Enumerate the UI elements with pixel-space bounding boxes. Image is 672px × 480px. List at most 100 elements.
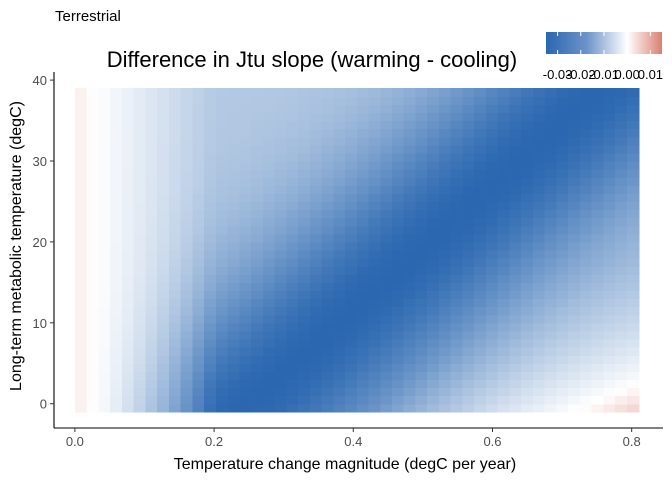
- heatmap-cell: [286, 96, 299, 105]
- heatmap-cell: [485, 185, 499, 194]
- heatmap-cell: [157, 395, 170, 405]
- heatmap-cell: [579, 339, 593, 348]
- heatmap-cell: [110, 363, 123, 372]
- heatmap-cell: [133, 403, 146, 413]
- heatmap-cell: [380, 330, 393, 340]
- heatmap-cell: [392, 112, 405, 122]
- heatmap-cell: [392, 298, 405, 308]
- heatmap-cell: [168, 355, 182, 364]
- heatmap-cell: [298, 266, 311, 275]
- heatmap-cell: [380, 314, 393, 324]
- heatmap-cell: [626, 379, 640, 389]
- heatmap-cell: [121, 185, 135, 194]
- heatmap-cell: [532, 96, 546, 105]
- heatmap-cell: [509, 233, 522, 243]
- heatmap-cell: [345, 339, 358, 348]
- heatmap-cell: [368, 379, 381, 389]
- heatmap-cell: [544, 306, 558, 316]
- heatmap-cell: [274, 387, 287, 397]
- heatmap-cell: [110, 322, 123, 332]
- heatmap-cell: [157, 258, 170, 267]
- heatmap-cell: [568, 266, 581, 275]
- heatmap-cell: [227, 322, 240, 332]
- heatmap-cell: [239, 379, 252, 389]
- heatmap-cell: [392, 128, 405, 138]
- heatmap-cell: [568, 306, 581, 316]
- heatmap-cell: [356, 290, 370, 300]
- heatmap-cell: [380, 185, 393, 194]
- heatmap-cell: [521, 185, 534, 194]
- heatmap-cell: [403, 193, 417, 203]
- heatmap-cell: [133, 355, 146, 364]
- heatmap-cell: [345, 88, 358, 97]
- heatmap-cell: [403, 88, 417, 97]
- heatmap-cell: [286, 225, 299, 235]
- heatmap-cell: [568, 169, 581, 178]
- heatmap-cell: [145, 379, 158, 389]
- heatmap-cell: [110, 241, 123, 251]
- heatmap-cell: [192, 177, 205, 186]
- heatmap-cell: [274, 306, 287, 316]
- heatmap-cell: [251, 379, 264, 389]
- heatmap-cell: [615, 290, 628, 300]
- heatmap-cell: [615, 201, 628, 211]
- heatmap-cell: [239, 136, 252, 146]
- heatmap-cell: [321, 314, 334, 324]
- heatmap-cell: [98, 185, 111, 194]
- heatmap-cell: [286, 355, 299, 364]
- heatmap-cell: [544, 104, 558, 114]
- heatmap-cell: [368, 290, 381, 300]
- heatmap-cell: [251, 339, 264, 348]
- heatmap-cell: [309, 395, 323, 405]
- heatmap-cell: [462, 403, 475, 413]
- heatmap-cell: [133, 298, 146, 308]
- heatmap-cell: [544, 201, 558, 211]
- heatmap-cell: [251, 104, 264, 114]
- heatmap-cell: [474, 282, 487, 292]
- heatmap-cell: [298, 88, 311, 97]
- heatmap-cell: [98, 241, 111, 251]
- heatmap-cell: [603, 152, 616, 162]
- heatmap-cell: [368, 322, 381, 332]
- heatmap-cell: [168, 306, 182, 316]
- heatmap-cell: [497, 193, 511, 203]
- heatmap-cell: [157, 314, 170, 324]
- heatmap-cell: [110, 209, 123, 219]
- heatmap-cell: [157, 120, 170, 130]
- heatmap-cell: [86, 120, 99, 130]
- heatmap-cell: [474, 112, 487, 122]
- heatmap-cell: [239, 112, 252, 122]
- heatmap-cell: [110, 314, 123, 324]
- heatmap-cell: [262, 355, 276, 364]
- heatmap-cell: [239, 233, 252, 243]
- heatmap-cell: [168, 120, 182, 130]
- heatmap-cell: [544, 144, 558, 154]
- heatmap-cell: [98, 177, 111, 186]
- heatmap-cell: [579, 209, 593, 219]
- heatmap-cell: [368, 144, 381, 154]
- x-tick-label: 0.4: [344, 434, 362, 449]
- heatmap-cell: [415, 314, 428, 324]
- heatmap-cell: [274, 128, 287, 138]
- heatmap-cell: [485, 274, 499, 283]
- heatmap-cell: [485, 201, 499, 211]
- heatmap-cell: [274, 241, 287, 251]
- heatmap-cell: [462, 330, 475, 340]
- heatmap-cell: [227, 403, 240, 413]
- heatmap-cell: [392, 225, 405, 235]
- heatmap-cell: [309, 250, 323, 259]
- heatmap-cell: [485, 322, 499, 332]
- heatmap-cell: [121, 403, 135, 413]
- heatmap-cell: [450, 379, 464, 389]
- heatmap-cell: [380, 322, 393, 332]
- heatmap-cell: [509, 177, 522, 186]
- heatmap-cell: [356, 355, 370, 364]
- heatmap-cell: [345, 379, 358, 389]
- heatmap-cell: [438, 209, 452, 219]
- heatmap-cell: [180, 185, 193, 194]
- heatmap-cell: [368, 371, 381, 381]
- heatmap-cell: [180, 274, 193, 283]
- heatmap-cell: [497, 201, 511, 211]
- heatmap-cell: [168, 274, 182, 283]
- heatmap-cell: [462, 217, 475, 227]
